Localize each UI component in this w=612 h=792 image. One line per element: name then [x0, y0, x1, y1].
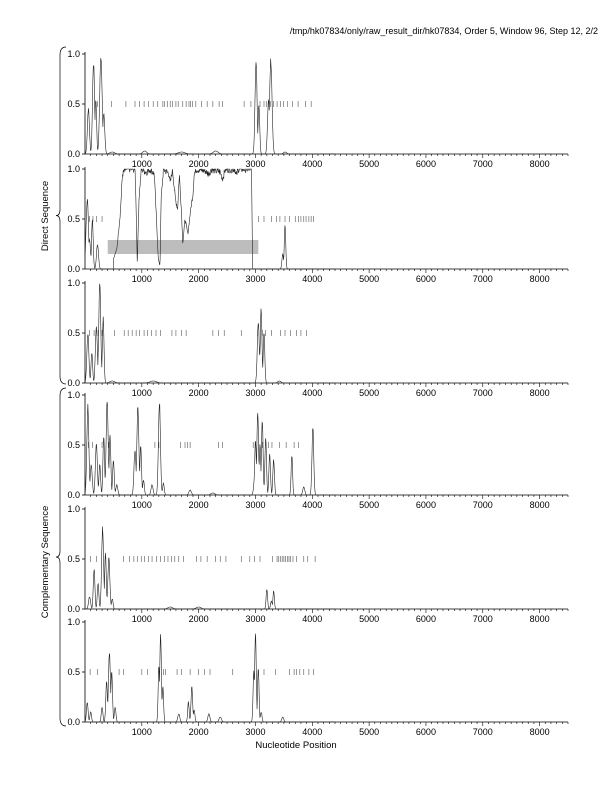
coding-potential-trace	[84, 283, 336, 384]
panel-complementary-frame-2: 0.0 0.5 1.0 1000 2000 3000 4000 5000 6000 7000 800…	[67, 504, 569, 624]
x-tick-label: 2000	[189, 500, 209, 510]
shaded-region	[107, 240, 259, 254]
complementary-group-brace	[55, 387, 67, 727]
panels-group: 0.0 0.5 1.0 1000 2000 3000 4000 5000 6000 7000 800…	[67, 49, 569, 737]
x-tick-label: 8000	[530, 500, 550, 510]
x-tick-label: 4000	[302, 274, 322, 284]
x-tick-label: 6000	[416, 727, 436, 737]
x-tick-label: 4000	[302, 388, 322, 398]
panel-direct-frame-3: 0.0 0.5 1.0 1000 2000 3000 4000 5000 6000 7000 800…	[67, 278, 569, 398]
y-tick-label: 1.0	[67, 390, 80, 400]
y-tick-label: 0.0	[67, 604, 80, 614]
y-tick-label: 0.0	[67, 490, 80, 500]
x-tick-label: 2000	[189, 388, 209, 398]
x-tick-label: 8000	[530, 727, 550, 737]
x-tick-label: 1000	[132, 614, 152, 624]
x-tick-label: 4000	[302, 159, 322, 169]
x-tick-label: 7000	[473, 500, 493, 510]
x-tick-label: 5000	[359, 614, 379, 624]
x-tick-label: 3000	[245, 388, 265, 398]
y-tick-label: 1.0	[67, 278, 80, 288]
x-tick-label: 6000	[416, 159, 436, 169]
complementary-group-label: Complementary Sequence	[40, 506, 51, 618]
x-tick-label: 7000	[473, 614, 493, 624]
x-tick-label: 7000	[473, 727, 493, 737]
y-tick-label: 0.0	[67, 717, 80, 727]
x-tick-label: 5000	[359, 727, 379, 737]
y-tick-label: 0.5	[67, 440, 80, 450]
y-tick-label: 0.5	[67, 554, 80, 564]
x-tick-label: 2000	[189, 274, 209, 284]
y-tick-label: 1.0	[67, 617, 80, 627]
x-tick-label: 2000	[189, 159, 209, 169]
x-tick-label: 8000	[530, 274, 550, 284]
x-tick-label: 1000	[132, 388, 152, 398]
x-tick-label: 5000	[359, 500, 379, 510]
x-tick-label: 6000	[416, 500, 436, 510]
coding-potential-trace	[84, 167, 336, 270]
x-tick-label: 5000	[359, 159, 379, 169]
x-tick-label: 7000	[473, 388, 493, 398]
x-tick-label: 6000	[416, 388, 436, 398]
y-tick-label: 1.0	[67, 504, 80, 514]
x-tick-label: 1000	[132, 274, 152, 284]
coding-potential-trace	[84, 401, 336, 496]
panel-complementary-frame-1: 0.0 0.5 1.0 1000 2000 3000 4000 5000 6000 7000 800…	[67, 390, 569, 510]
panel-complementary-frame-3: 0.0 0.5 1.0 1000 2000 3000 4000 5000 6000 7000 800…	[67, 617, 569, 737]
panel-direct-frame-2: 0.0 0.5 1.0 1000 2000 3000 4000 5000 6000 7000 800…	[67, 164, 569, 284]
x-tick-label: 4000	[302, 614, 322, 624]
coding-potential-trace	[84, 58, 336, 155]
x-tick-label: 3000	[245, 614, 265, 624]
direct-group-label: Direct Sequence	[40, 181, 51, 251]
x-tick-label: 7000	[473, 274, 493, 284]
x-tick-label: 6000	[416, 274, 436, 284]
x-tick-label: 8000	[530, 614, 550, 624]
x-axis-label: Nucleotide Position	[255, 740, 336, 751]
y-tick-label: 0.5	[67, 99, 80, 109]
x-tick-label: 3000	[245, 159, 265, 169]
coding-potential-trace	[84, 633, 336, 723]
y-tick-label: 0.0	[67, 378, 80, 388]
x-tick-label: 1000	[132, 727, 152, 737]
x-tick-label: 7000	[473, 159, 493, 169]
y-tick-label: 0.0	[67, 149, 80, 159]
y-tick-label: 0.0	[67, 264, 80, 274]
x-tick-label: 2000	[189, 614, 209, 624]
x-tick-label: 3000	[245, 500, 265, 510]
x-tick-label: 5000	[359, 388, 379, 398]
direct-group-brace	[55, 46, 67, 385]
x-tick-label: 3000	[245, 727, 265, 737]
y-tick-label: 1.0	[67, 49, 80, 59]
y-tick-label: 0.5	[67, 667, 80, 677]
x-tick-label: 3000	[245, 274, 265, 284]
group-brackets	[55, 46, 67, 727]
y-tick-label: 1.0	[67, 164, 80, 174]
x-tick-label: 4000	[302, 727, 322, 737]
x-tick-label: 6000	[416, 614, 436, 624]
header-title: /tmp/hk07834/only/raw_result_dir/hk07834…	[289, 26, 598, 36]
x-tick-label: 4000	[302, 500, 322, 510]
panel-direct-frame-1: 0.0 0.5 1.0 1000 2000 3000 4000 5000 6000 7000 800…	[67, 49, 569, 169]
coding-potential-trace	[85, 526, 336, 610]
x-tick-label: 5000	[359, 274, 379, 284]
y-tick-label: 0.5	[67, 214, 80, 224]
x-tick-label: 8000	[530, 388, 550, 398]
x-tick-label: 8000	[530, 159, 550, 169]
x-tick-label: 1000	[132, 159, 152, 169]
x-tick-label: 1000	[132, 500, 152, 510]
y-tick-label: 0.5	[67, 328, 80, 338]
x-tick-label: 2000	[189, 727, 209, 737]
